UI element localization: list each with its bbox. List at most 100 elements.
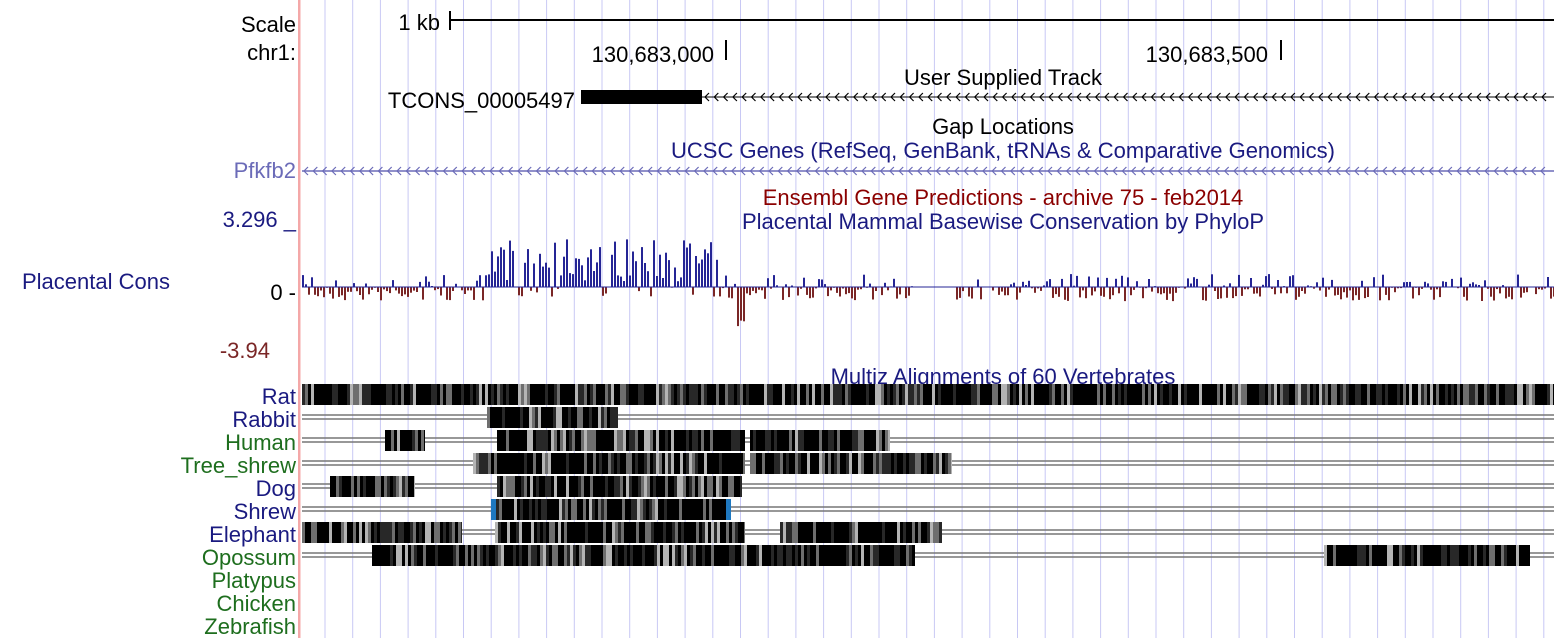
- alignment-block: [1478, 384, 1481, 405]
- alignment-block: [776, 384, 779, 405]
- phylop-bar-negative: [521, 287, 523, 297]
- phylop-bar-negative: [1094, 287, 1096, 292]
- species-label[interactable]: Elephant: [209, 522, 296, 547]
- transcript-label[interactable]: TCONS_00005497: [388, 88, 575, 113]
- phylop-bar-positive: [617, 275, 619, 287]
- phylop-conservation-track[interactable]: Placental Mammal Basewise Conservation b…: [22, 207, 1554, 363]
- phylop-bar-positive: [1121, 275, 1123, 287]
- alignment-block: [420, 545, 423, 566]
- alignment-block: [650, 384, 653, 405]
- alignment-block: [783, 453, 786, 474]
- phylop-bar-negative: [1166, 287, 1168, 300]
- alignment-block: [559, 499, 562, 520]
- alignment-block: [809, 384, 812, 405]
- phylop-bar-negative: [905, 287, 907, 299]
- strand-chevron: [907, 166, 913, 176]
- alignment-block: [908, 384, 911, 405]
- alignment-block: [876, 453, 879, 474]
- phylop-bar-negative: [1346, 287, 1348, 298]
- phylop-bar-positive: [734, 283, 736, 287]
- phylop-side-label[interactable]: Placental Cons: [22, 269, 170, 294]
- alignment-block: [485, 453, 488, 474]
- transcript-exon-block[interactable]: [581, 90, 702, 104]
- alignment-block: [1016, 384, 1019, 405]
- alignment-block: [638, 430, 641, 451]
- alignment-block: [882, 453, 885, 474]
- alignment-block: [687, 545, 690, 566]
- alignment-block: [894, 453, 897, 474]
- phylop-bar-negative: [845, 287, 847, 295]
- alignment-block: [1328, 384, 1331, 405]
- alignment-block: [665, 384, 668, 405]
- alignment-block: [405, 545, 408, 566]
- phylop-bar-negative: [440, 287, 442, 296]
- alignment-block: [795, 522, 798, 543]
- alignment-block: [509, 476, 512, 497]
- strand-chevron: [377, 166, 383, 176]
- alignment-block: [519, 545, 522, 566]
- strand-chevron: [1540, 166, 1546, 176]
- phylop-bar-positive: [1076, 275, 1078, 287]
- alignment-block: [623, 430, 626, 451]
- alignment-block: [654, 522, 657, 543]
- alignment-block: [1079, 384, 1082, 405]
- alignment-block: [719, 453, 722, 474]
- alignment-block: [1514, 384, 1517, 405]
- phylop-bar-negative: [1421, 287, 1423, 289]
- alignment-block: [641, 384, 644, 405]
- alignment-block: [1268, 384, 1271, 405]
- alignment-block: [806, 384, 809, 405]
- species-label[interactable]: Chicken: [217, 591, 296, 616]
- alignment-block: [368, 522, 371, 543]
- phylop-bar-positive: [677, 281, 679, 287]
- alignment-block: [921, 522, 924, 543]
- strand-chevron: [303, 166, 309, 176]
- strand-chevron: [1037, 166, 1044, 176]
- species-label[interactable]: Rabbit: [232, 407, 296, 432]
- alignment-block: [918, 453, 921, 474]
- alignment-block: [545, 476, 548, 497]
- alignment-block: [1451, 384, 1454, 405]
- multiz-alignment-track[interactable]: Multiz Alignments of 60 Vertebrates RatR…: [181, 364, 1554, 638]
- scale-track[interactable]: Scale 1 kb: [241, 10, 1554, 37]
- ucsc-genes-track[interactable]: UCSC Genes (RefSeq, GenBank, tRNAs & Com…: [234, 138, 1554, 183]
- phylop-bar-positive: [563, 256, 565, 287]
- alignment-block: [1442, 384, 1445, 405]
- alignment-block: [737, 453, 740, 474]
- alignment-block: [678, 545, 681, 566]
- alignment-block: [669, 545, 672, 566]
- species-label[interactable]: Human: [225, 430, 296, 455]
- alignment-block: [689, 384, 692, 405]
- alignment-block: [571, 407, 574, 428]
- strand-chevron: [1485, 92, 1491, 102]
- species-label[interactable]: Dog: [256, 476, 296, 501]
- alignment-block: [1436, 384, 1439, 405]
- user-supplied-track[interactable]: User Supplied Track TCONS_00005497: [388, 65, 1554, 113]
- alignment-block: [849, 453, 852, 474]
- strand-chevron: [507, 166, 514, 176]
- species-label[interactable]: Shrew: [234, 499, 296, 524]
- alignment-block: [622, 499, 625, 520]
- alignment-block: [1520, 384, 1523, 405]
- alignment-block: [1136, 384, 1139, 405]
- alignment-block: [723, 545, 726, 566]
- species-label[interactable]: Platypus: [212, 568, 296, 593]
- strand-chevron: [1344, 166, 1351, 176]
- strand-chevron: [954, 166, 960, 176]
- alignment-block: [753, 453, 756, 474]
- species-label[interactable]: Zebrafish: [204, 614, 296, 638]
- species-label[interactable]: Tree_shrew: [181, 453, 296, 478]
- alignment-block: [560, 430, 563, 451]
- species-label[interactable]: Rat: [262, 384, 296, 409]
- alignment-block: [707, 384, 710, 405]
- gene-label-pfkfb2[interactable]: Pfkfb2: [234, 158, 296, 183]
- alignment-block: [347, 522, 350, 543]
- position-track[interactable]: chr1: 130,683,000 130,683,500: [247, 40, 1282, 67]
- phylop-bar-positive: [686, 247, 688, 287]
- species-label[interactable]: Opossum: [202, 545, 296, 570]
- alignment-block: [665, 453, 668, 474]
- alignment-block: [1375, 545, 1378, 566]
- alignment-block: [1094, 384, 1097, 405]
- phylop-bar-negative: [1490, 287, 1492, 297]
